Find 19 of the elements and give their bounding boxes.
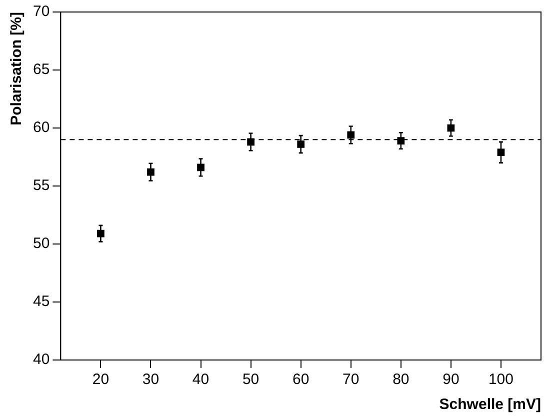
x-tick-label: 90 <box>442 371 460 388</box>
y-tick-label: 60 <box>32 119 50 136</box>
x-tick-label: 30 <box>142 371 160 388</box>
x-tick-label: 50 <box>242 371 260 388</box>
x-tick-label: 80 <box>392 371 410 388</box>
x-tick-label: 100 <box>488 371 514 388</box>
point <box>397 137 405 144</box>
x-tick-label: 40 <box>192 371 210 388</box>
y-tick-label: 70 <box>32 3 50 20</box>
y-tick-label: 45 <box>32 293 50 310</box>
x-tick-label: 70 <box>342 371 360 388</box>
y-tick-label: 40 <box>32 351 50 368</box>
y-tick-label: 50 <box>32 235 50 252</box>
y-tick-label: 55 <box>32 177 50 194</box>
x-axis-title: Schwelle [mV] <box>439 396 541 414</box>
y-tick-label: 65 <box>32 61 50 78</box>
y-axis-title: Polarisation [%] <box>8 12 26 126</box>
x-tick-label: 20 <box>92 371 110 388</box>
x-tick-label: 60 <box>292 371 310 388</box>
